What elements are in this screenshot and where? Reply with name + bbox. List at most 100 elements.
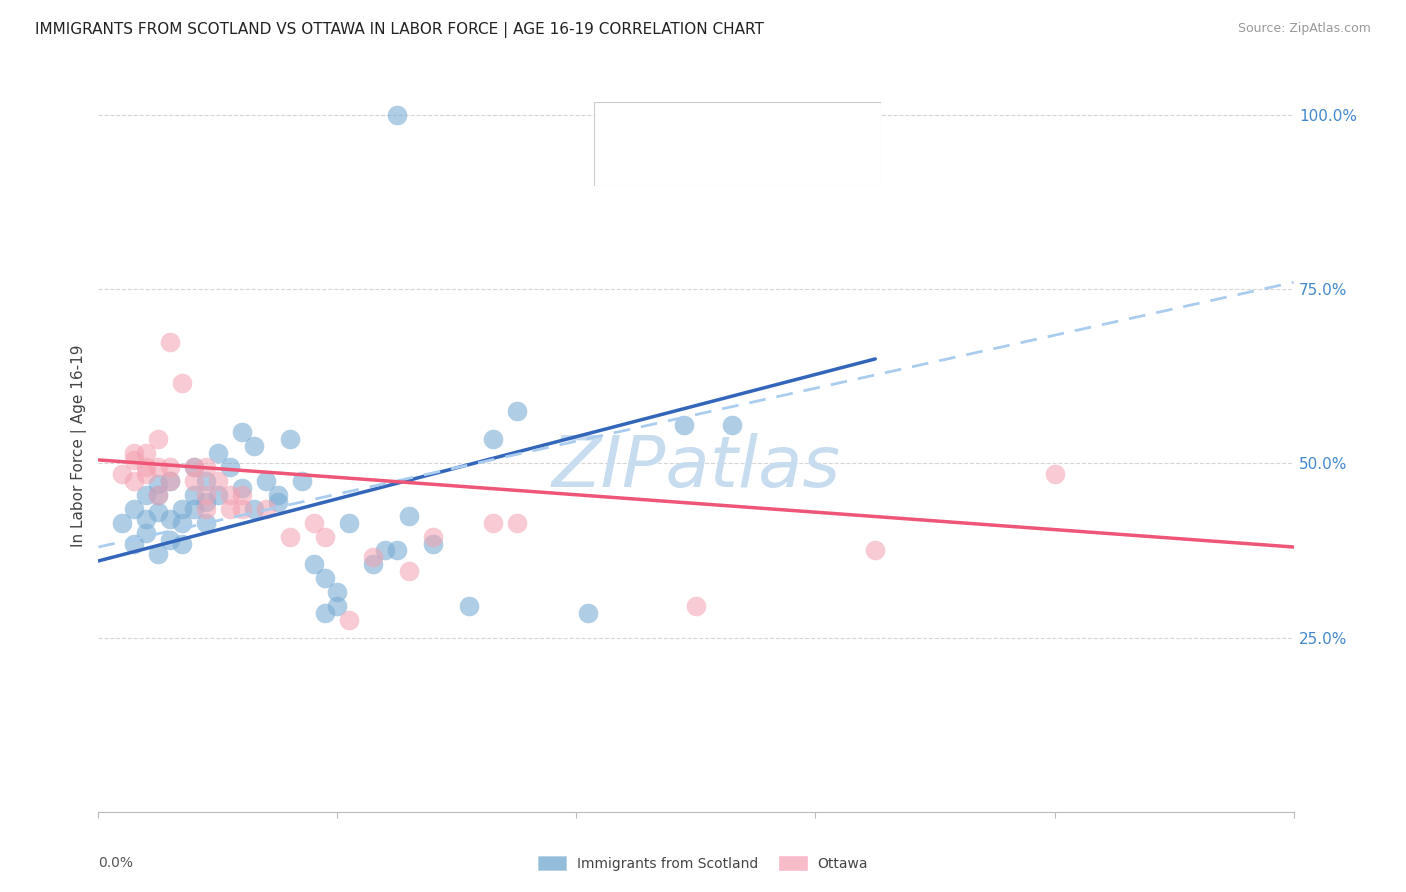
Point xyxy=(398,508,420,523)
Point xyxy=(219,501,242,516)
Point xyxy=(148,547,170,561)
Point xyxy=(183,459,205,474)
Point xyxy=(195,488,218,502)
Point xyxy=(148,477,170,491)
Point xyxy=(481,432,505,446)
Point xyxy=(385,543,409,558)
Point xyxy=(183,474,205,488)
Point xyxy=(135,446,157,460)
Point xyxy=(398,565,420,579)
Point xyxy=(278,530,301,544)
Point xyxy=(148,488,170,502)
Point xyxy=(363,558,385,572)
Point xyxy=(159,459,181,474)
Point xyxy=(195,494,218,508)
Point xyxy=(243,501,266,516)
Point xyxy=(124,453,146,467)
Point xyxy=(481,516,505,530)
Point xyxy=(315,530,337,544)
Point xyxy=(339,613,360,627)
Point xyxy=(291,474,314,488)
FancyBboxPatch shape xyxy=(603,108,643,140)
Point xyxy=(195,474,218,488)
Point xyxy=(124,501,146,516)
Point xyxy=(124,536,146,550)
Point xyxy=(148,505,170,519)
Point xyxy=(326,585,349,599)
Legend: Immigrants from Scotland, Ottawa: Immigrants from Scotland, Ottawa xyxy=(533,850,873,876)
Text: IMMIGRANTS FROM SCOTLAND VS OTTAWA IN LABOR FORCE | AGE 16-19 CORRELATION CHART: IMMIGRANTS FROM SCOTLAND VS OTTAWA IN LA… xyxy=(35,22,763,38)
Text: R =  0.284   N = 52: R = 0.284 N = 52 xyxy=(655,117,814,131)
Point xyxy=(231,481,253,495)
Point xyxy=(422,530,444,544)
Point xyxy=(578,606,600,620)
Point xyxy=(159,334,181,349)
Point xyxy=(231,488,253,502)
Text: R = -0.230   N = 37: R = -0.230 N = 37 xyxy=(655,157,814,170)
Point xyxy=(219,459,242,474)
Point xyxy=(159,512,181,526)
Point xyxy=(135,512,157,526)
Point xyxy=(302,558,325,572)
Point xyxy=(278,432,301,446)
FancyBboxPatch shape xyxy=(595,103,882,186)
FancyBboxPatch shape xyxy=(603,148,643,179)
Point xyxy=(339,516,360,530)
Point xyxy=(865,543,887,558)
Point xyxy=(135,488,157,502)
Point xyxy=(374,543,396,558)
Point xyxy=(135,467,157,481)
Point xyxy=(159,533,181,547)
Point xyxy=(124,474,146,488)
Point xyxy=(422,536,444,550)
Point xyxy=(172,536,194,550)
Point xyxy=(111,467,134,481)
Point xyxy=(124,446,146,460)
Y-axis label: In Labor Force | Age 16-19: In Labor Force | Age 16-19 xyxy=(72,344,87,548)
Point xyxy=(254,474,277,488)
Text: Source: ZipAtlas.com: Source: ZipAtlas.com xyxy=(1237,22,1371,36)
Point xyxy=(267,494,290,508)
Point xyxy=(315,571,337,585)
Point xyxy=(673,418,696,433)
Text: 0.0%: 0.0% xyxy=(98,855,134,870)
Point xyxy=(172,501,194,516)
Point xyxy=(183,488,205,502)
Point xyxy=(506,404,529,418)
Point xyxy=(111,516,134,530)
Point xyxy=(363,550,385,565)
Point xyxy=(148,432,170,446)
Point xyxy=(267,488,290,502)
Point xyxy=(172,376,194,391)
Point xyxy=(326,599,349,614)
Point xyxy=(243,439,266,453)
Point xyxy=(183,459,205,474)
Point xyxy=(1043,467,1066,481)
Point xyxy=(195,459,218,474)
Point xyxy=(207,488,229,502)
Point xyxy=(148,488,170,502)
Point xyxy=(458,599,481,614)
Point xyxy=(159,474,181,488)
Point xyxy=(231,425,253,439)
Point xyxy=(315,606,337,620)
Point xyxy=(195,501,218,516)
Point xyxy=(231,501,253,516)
Point xyxy=(195,516,218,530)
Point xyxy=(183,501,205,516)
Point xyxy=(219,488,242,502)
Point xyxy=(685,599,707,614)
Point xyxy=(172,516,194,530)
Point xyxy=(302,516,325,530)
Point xyxy=(135,459,157,474)
Point xyxy=(506,516,529,530)
Point xyxy=(148,459,170,474)
Text: ZIPatlas: ZIPatlas xyxy=(551,434,841,502)
Point xyxy=(385,108,409,122)
Point xyxy=(721,418,744,433)
Point xyxy=(207,474,229,488)
Point xyxy=(135,526,157,541)
Point xyxy=(207,446,229,460)
Point xyxy=(254,501,277,516)
Point xyxy=(159,474,181,488)
